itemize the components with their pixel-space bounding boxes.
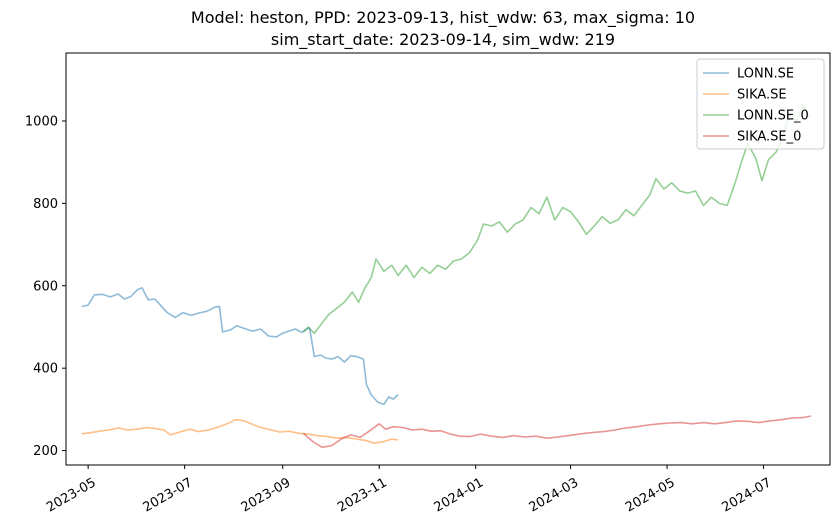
chart-title: Model: heston, PPD: 2023-09-13, hist_wdw… (191, 8, 695, 28)
legend: LONN.SE SIKA.SE LONN.SE_0 SIKA.SE_0 (696, 58, 825, 150)
series-line-lonn-se-0 (302, 103, 811, 334)
legend-label: LONN.SE_0 (737, 109, 809, 124)
series-line-lonn-se (81, 287, 399, 406)
chart-subtitle: sim_start_date: 2023-09-14, sim_wdw: 219 (271, 30, 615, 50)
legend-label: SIKA.SE_0 (737, 130, 801, 145)
y-tick-label: 200 (33, 444, 58, 459)
y-tick-label: 800 (33, 197, 58, 212)
x-tick-label: 2024-05 (623, 475, 678, 515)
x-tick-label: 2023-09 (239, 475, 294, 515)
y-tick-label: 1000 (25, 114, 58, 129)
x-tick-label: 2023-07 (141, 475, 196, 515)
x-tick-label: 2024-07 (720, 475, 775, 515)
series-layer (81, 103, 812, 449)
x-tick-label: 2023-05 (44, 475, 99, 515)
x-tick-label: 2024-03 (527, 475, 582, 515)
series-line-sika-se (81, 418, 399, 444)
axes-layer: 200 400 600 800 1000 2023-05 2023-07 2023-09 202… (25, 114, 774, 515)
legend-box (696, 58, 825, 150)
x-tick-label: 2023-11 (335, 475, 390, 515)
plot-frame (65, 52, 831, 466)
y-tick-label: 400 (33, 362, 58, 377)
x-tick-label: 2024-01 (432, 475, 487, 515)
y-tick-label: 600 (33, 279, 58, 294)
legend-label: SIKA.SE (737, 88, 787, 103)
series-line-sika-se-0 (302, 415, 812, 449)
legend-label: LONN.SE (737, 67, 794, 82)
